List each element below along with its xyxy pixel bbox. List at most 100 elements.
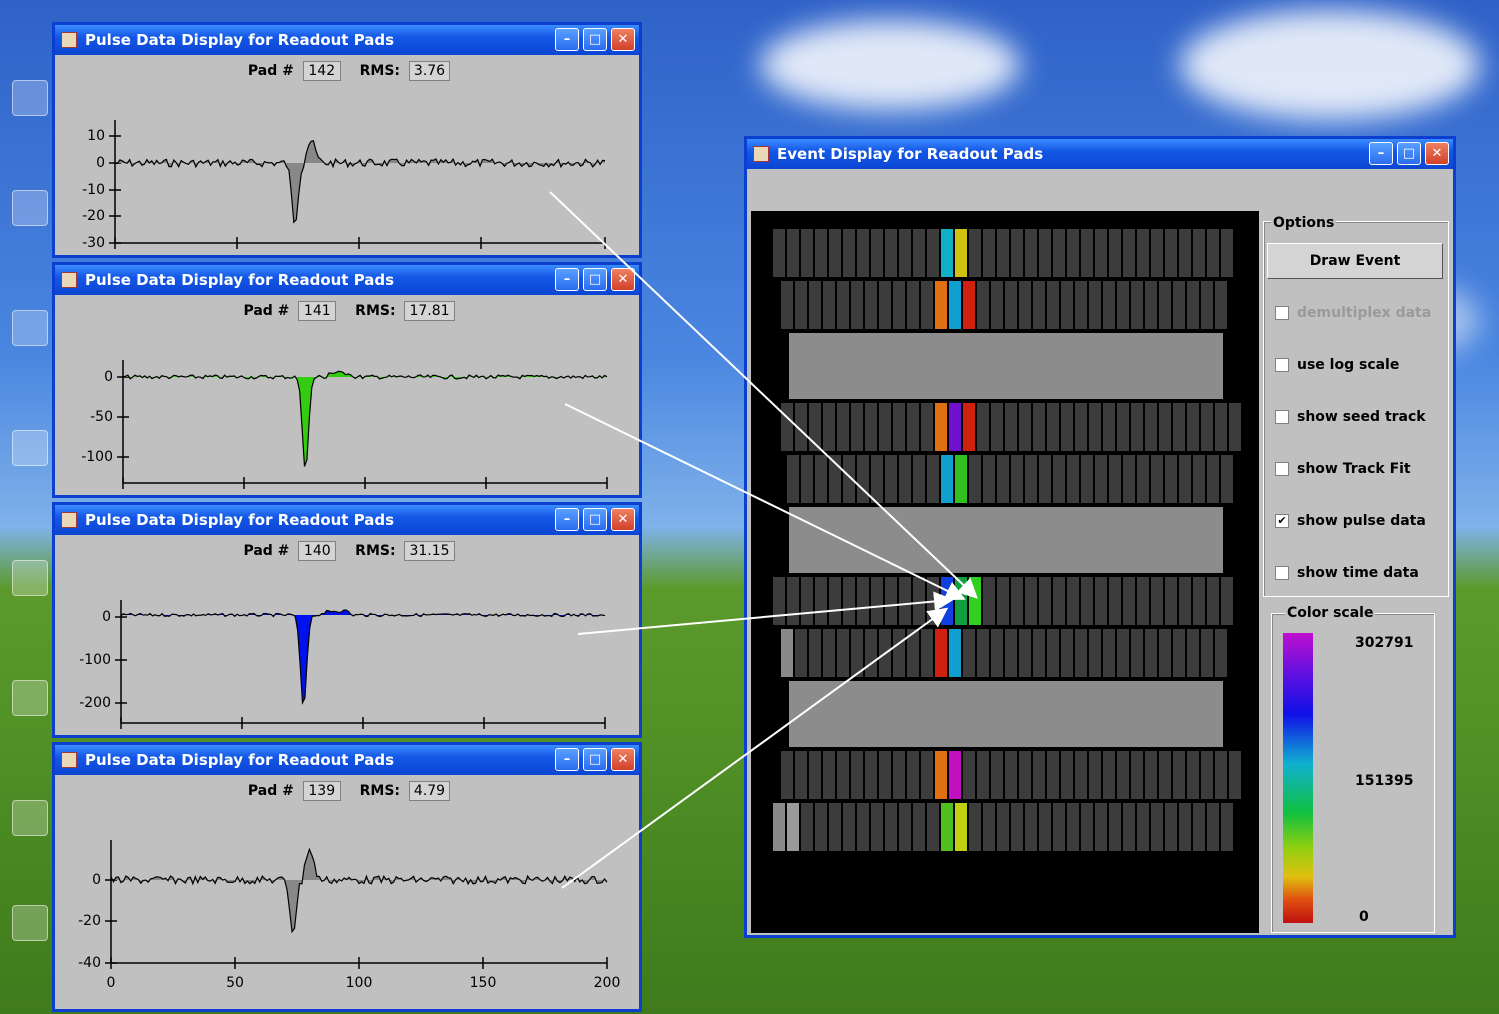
pulse-window-pad-139: Pulse Data Display for Readout Pads – □ … bbox=[52, 742, 642, 1012]
readout-pad bbox=[1081, 803, 1093, 851]
readout-pad bbox=[1095, 455, 1107, 503]
readout-pad bbox=[1095, 803, 1107, 851]
time-data-checkbox[interactable]: show time data bbox=[1275, 565, 1419, 581]
draw-event-button[interactable]: Draw Event bbox=[1267, 243, 1443, 279]
maximize-icon[interactable]: □ bbox=[1397, 142, 1421, 165]
desktop-icon[interactable] bbox=[12, 680, 48, 716]
readout-pad bbox=[1159, 281, 1171, 329]
pulse-data-checkbox[interactable]: ✔ show pulse data bbox=[1275, 513, 1426, 529]
readout-pad bbox=[1075, 403, 1087, 451]
close-icon[interactable]: ✕ bbox=[1425, 142, 1449, 165]
pad-info-row: Pad # 142 RMS: 3.76 bbox=[55, 61, 639, 81]
readout-pad bbox=[1011, 803, 1023, 851]
readout-pad bbox=[1137, 803, 1149, 851]
readout-pad bbox=[921, 281, 933, 329]
desktop-icon[interactable] bbox=[12, 905, 48, 941]
readout-pad bbox=[1039, 803, 1051, 851]
readout-pad bbox=[1179, 455, 1191, 503]
demultiplex-checkbox[interactable]: demultiplex data bbox=[1275, 305, 1431, 321]
readout-pad bbox=[927, 577, 939, 625]
pad-label: Pad # bbox=[243, 543, 290, 559]
readout-pad bbox=[809, 281, 821, 329]
readout-pad bbox=[1109, 577, 1121, 625]
log-scale-checkbox[interactable]: use log scale bbox=[1275, 357, 1399, 373]
readout-pad bbox=[1207, 229, 1219, 277]
readout-pad bbox=[1053, 577, 1065, 625]
pulse-plot: 0 -100 -200 bbox=[79, 600, 606, 729]
readout-pad bbox=[801, 577, 813, 625]
desktop-icon[interactable] bbox=[12, 190, 48, 226]
window-titlebar[interactable]: Pulse Data Display for Readout Pads – □ … bbox=[55, 505, 639, 535]
readout-pad bbox=[781, 403, 793, 451]
readout-pad bbox=[851, 629, 863, 677]
readout-pad bbox=[1081, 455, 1093, 503]
desktop-icon[interactable] bbox=[12, 310, 48, 346]
window-title: Event Display for Readout Pads bbox=[777, 145, 1044, 163]
pad-gap bbox=[789, 507, 1223, 573]
maximize-icon[interactable]: □ bbox=[583, 28, 607, 51]
minimize-icon[interactable]: – bbox=[555, 28, 579, 51]
checkbox-box bbox=[1275, 306, 1289, 320]
readout-pad bbox=[1159, 751, 1171, 799]
readout-pad bbox=[1215, 281, 1227, 329]
seed-track-checkbox[interactable]: show seed track bbox=[1275, 409, 1426, 425]
readout-pad bbox=[871, 803, 883, 851]
readout-pad bbox=[1039, 455, 1051, 503]
window-titlebar[interactable]: Pulse Data Display for Readout Pads – □ … bbox=[55, 25, 639, 55]
readout-pad bbox=[1067, 229, 1079, 277]
desktop-icon[interactable] bbox=[12, 80, 48, 116]
window-titlebar[interactable]: Event Display for Readout Pads – □ ✕ bbox=[747, 139, 1453, 169]
readout-pad bbox=[1179, 229, 1191, 277]
readout-pad bbox=[865, 629, 877, 677]
readout-pad bbox=[1207, 577, 1219, 625]
color-scale-max: 302791 bbox=[1355, 635, 1414, 651]
track-fit-checkbox[interactable]: show Track Fit bbox=[1275, 461, 1411, 477]
readout-pad bbox=[927, 455, 939, 503]
readout-pad bbox=[983, 577, 995, 625]
readout-pad bbox=[879, 281, 891, 329]
readout-pad bbox=[1095, 577, 1107, 625]
readout-pad bbox=[893, 403, 905, 451]
readout-pad bbox=[893, 281, 905, 329]
pulse-window-pad-142: Pulse Data Display for Readout Pads – □ … bbox=[52, 22, 642, 258]
readout-pad bbox=[823, 403, 835, 451]
y-tick-label: 0 bbox=[92, 872, 101, 888]
readout-pad bbox=[977, 281, 989, 329]
readout-pad bbox=[991, 403, 1003, 451]
readout-pad bbox=[795, 751, 807, 799]
desktop-icon[interactable] bbox=[12, 560, 48, 596]
readout-pad bbox=[795, 403, 807, 451]
window-title: Pulse Data Display for Readout Pads bbox=[85, 271, 395, 289]
readout-pad bbox=[893, 629, 905, 677]
readout-pad bbox=[1109, 803, 1121, 851]
y-tick-label: -200 bbox=[79, 695, 111, 711]
readout-pad bbox=[1033, 281, 1045, 329]
readout-pad bbox=[997, 229, 1009, 277]
close-icon[interactable]: ✕ bbox=[611, 28, 635, 51]
readout-pad bbox=[829, 229, 841, 277]
readout-pad bbox=[885, 803, 897, 851]
java-cup-icon bbox=[61, 272, 77, 288]
readout-pad bbox=[941, 803, 953, 851]
readout-pad bbox=[843, 455, 855, 503]
readout-pad bbox=[1005, 403, 1017, 451]
checkbox-label: show time data bbox=[1297, 565, 1419, 581]
readout-pad bbox=[1145, 751, 1157, 799]
java-cup-icon bbox=[753, 146, 769, 162]
readout-pad bbox=[899, 577, 911, 625]
desktop-icon[interactable] bbox=[12, 430, 48, 466]
pad-info-row: Pad # 141 RMS: 17.81 bbox=[55, 301, 639, 321]
y-tick-label: 0 bbox=[96, 155, 105, 171]
readout-pad bbox=[865, 751, 877, 799]
event-display-window: Event Display for Readout Pads – □ ✕ Opt… bbox=[744, 136, 1456, 938]
readout-pad bbox=[1201, 403, 1213, 451]
rms-value-field: 31.15 bbox=[404, 541, 455, 561]
readout-pad bbox=[787, 229, 799, 277]
desktop-icon[interactable] bbox=[12, 800, 48, 836]
window-title: Pulse Data Display for Readout Pads bbox=[85, 511, 395, 529]
readout-pad bbox=[935, 281, 947, 329]
readout-pad bbox=[865, 403, 877, 451]
pad-event-canvas[interactable] bbox=[751, 211, 1259, 933]
pad-label: Pad # bbox=[247, 783, 294, 799]
minimize-icon[interactable]: – bbox=[1369, 142, 1393, 165]
